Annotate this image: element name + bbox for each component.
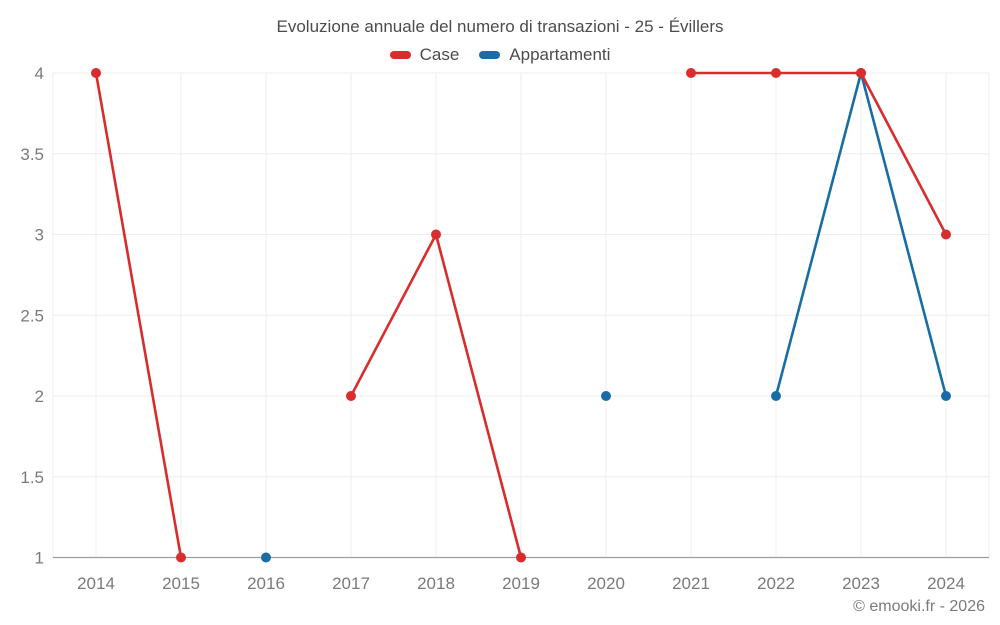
case-series-swatch-icon [389,51,411,59]
x-tick-label: 2014 [77,574,115,593]
chart-title: Evoluzione annuale del numero di transaz… [276,17,724,36]
x-tick-label: 2023 [842,574,880,593]
data-point-appartamenti [941,391,951,401]
data-point-case [686,68,696,78]
y-tick-label: 1.5 [20,468,44,487]
y-tick-label: 4 [35,64,44,83]
x-tick-label: 2021 [672,574,710,593]
legend-item-case[interactable]: Case [389,45,460,65]
data-point-appartamenti [601,391,611,401]
data-point-case [771,68,781,78]
series-line-case [689,71,948,236]
data-point-case [176,552,186,563]
footer-credit: © emooki.fr - 2026 [853,598,985,615]
y-tick-label: 3.5 [20,145,44,164]
x-tick-label: 2015 [162,574,200,593]
appartamenti-series-swatch-icon [479,51,501,59]
data-point-case [431,229,441,240]
legend-item-appartamenti[interactable]: Appartamenti [479,45,610,65]
y-tick-label: 2.5 [20,306,44,325]
x-tick-label: 2017 [332,574,370,593]
data-point-case [91,68,101,78]
legend-label-appartamenti: Appartamenti [509,45,611,64]
x-tick-label: 2020 [587,574,625,593]
y-tick-label: 2 [35,387,44,406]
y-tick-label: 3 [35,226,44,245]
x-tick-label: 2018 [417,574,455,593]
data-point-case [941,229,951,240]
data-point-case [856,68,866,78]
data-point-case [346,391,356,401]
x-tick-label: 2024 [927,574,965,593]
data-point-case [516,552,526,563]
legend-label-case: Case [419,45,460,64]
chart-legend: Case Appartamenti [0,45,1000,65]
series-line-case [94,71,183,559]
x-tick-label: 2022 [757,574,795,593]
x-tick-label: 2019 [502,574,540,593]
y-tick-label: 1 [35,549,44,568]
data-point-appartamenti [261,552,271,563]
x-tick-label: 2016 [247,574,285,593]
data-point-appartamenti [771,391,781,401]
